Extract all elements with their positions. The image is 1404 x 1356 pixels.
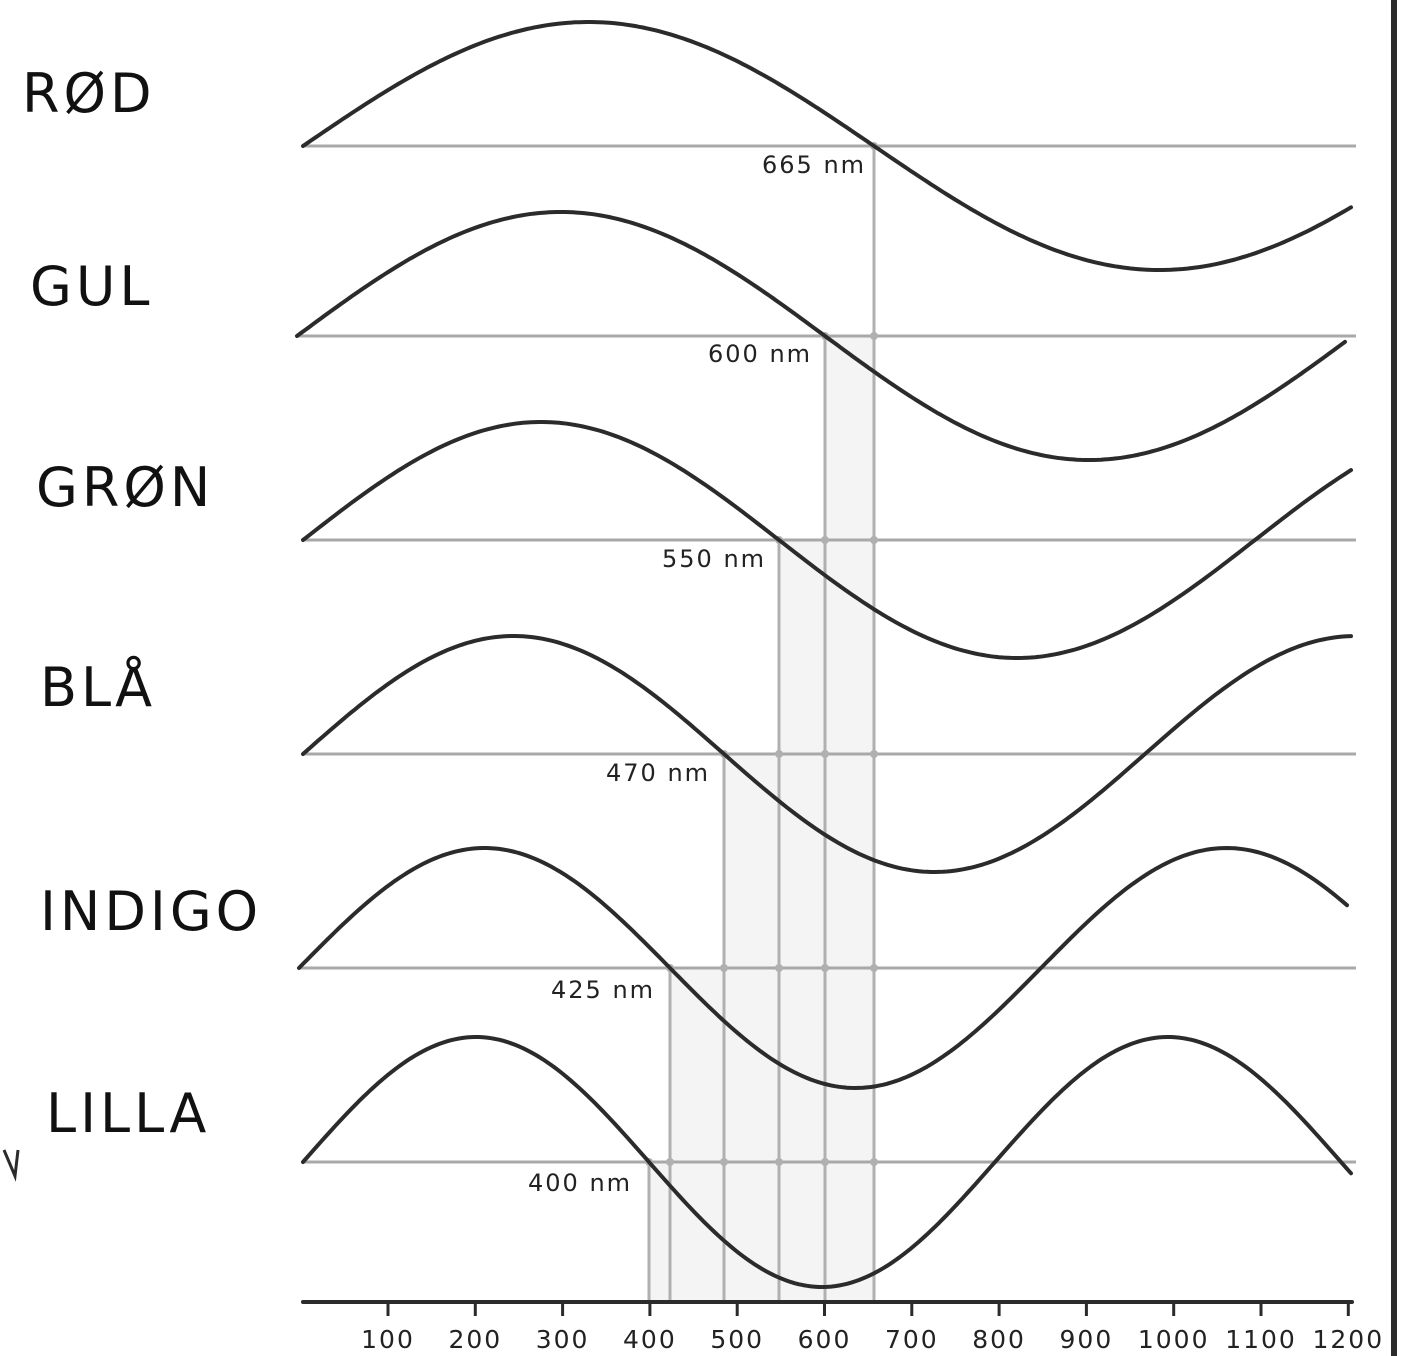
wave-rod xyxy=(301,20,1353,272)
x-tick-label: 200 xyxy=(448,1325,502,1354)
x-tick-label: 400 xyxy=(623,1325,677,1354)
x-tick-label: 500 xyxy=(710,1325,764,1354)
intersection-dot xyxy=(775,964,783,972)
wavelength-guides xyxy=(645,142,878,1302)
wavelength-label-bla: 470 nm xyxy=(606,759,710,787)
intersection-dot xyxy=(720,964,728,972)
shade-gron xyxy=(779,540,825,1302)
intersection-dot xyxy=(821,536,829,544)
wavelength-label-gron: 550 nm xyxy=(662,545,766,573)
x-tick-label: 700 xyxy=(885,1325,939,1354)
band-label-indigo: INDIGO xyxy=(40,880,262,943)
shaded-regions xyxy=(649,336,874,1302)
intersection-dot xyxy=(821,964,829,972)
shade-lilla xyxy=(649,1162,670,1302)
wave-gron xyxy=(301,420,1353,660)
band-label-gul: GUL xyxy=(30,255,153,318)
band-label-lilla: LILLA xyxy=(46,1082,210,1145)
band-label-rod: RØD xyxy=(22,62,156,125)
intersection-dot xyxy=(775,750,783,758)
x-tick-label: 1000 xyxy=(1138,1325,1210,1354)
band-label-gron: GRØN xyxy=(36,456,214,519)
wave-lilla xyxy=(301,1035,1353,1289)
shade-gul xyxy=(825,336,874,1302)
partial-glyph xyxy=(2,1149,20,1182)
wavelength-label-lilla: 400 nm xyxy=(528,1169,632,1197)
wave-gul xyxy=(295,210,1347,462)
x-tick-label: 300 xyxy=(536,1325,590,1354)
x-tick-label: 1200 xyxy=(1312,1325,1384,1354)
x-tick-label: 900 xyxy=(1060,1325,1114,1354)
intersection-dot xyxy=(720,1158,728,1166)
intersection-dot xyxy=(870,536,878,544)
intersection-dot xyxy=(870,1158,878,1166)
wavelength-label-rod: 665 nm xyxy=(762,151,866,179)
band-labels: RØD GUL GRØN BLÅ INDIGO LILLA xyxy=(22,62,262,1145)
intersection-dot xyxy=(870,332,878,340)
intersection-dot xyxy=(870,750,878,758)
x-tick-label: 1100 xyxy=(1225,1325,1297,1354)
x-tick-label: 100 xyxy=(361,1325,415,1354)
wave-indigo xyxy=(297,846,1349,1090)
intersection-dot xyxy=(666,1158,674,1166)
waves xyxy=(295,20,1353,1289)
wavelength-label-indigo: 425 nm xyxy=(551,976,655,1004)
x-tick-label: 800 xyxy=(972,1325,1026,1354)
intersection-dot xyxy=(870,964,878,972)
band-label-bla: BLÅ xyxy=(40,655,156,719)
wavelength-label-gul: 600 nm xyxy=(708,340,812,368)
shade-indigo xyxy=(670,968,724,1302)
intersection-dot xyxy=(775,1158,783,1166)
wavelength-labels: 665 nm 600 nm 550 nm 470 nm 425 nm 400 n… xyxy=(528,151,866,1197)
x-tick-label: 600 xyxy=(798,1325,852,1354)
x-axis-ticks: 100 200 300 400 500 600 700 800 900 1000 1100 1200 xyxy=(361,1302,1384,1354)
intersection-dot xyxy=(821,1158,829,1166)
intersection-dot xyxy=(821,750,829,758)
wave-bla xyxy=(301,634,1353,874)
